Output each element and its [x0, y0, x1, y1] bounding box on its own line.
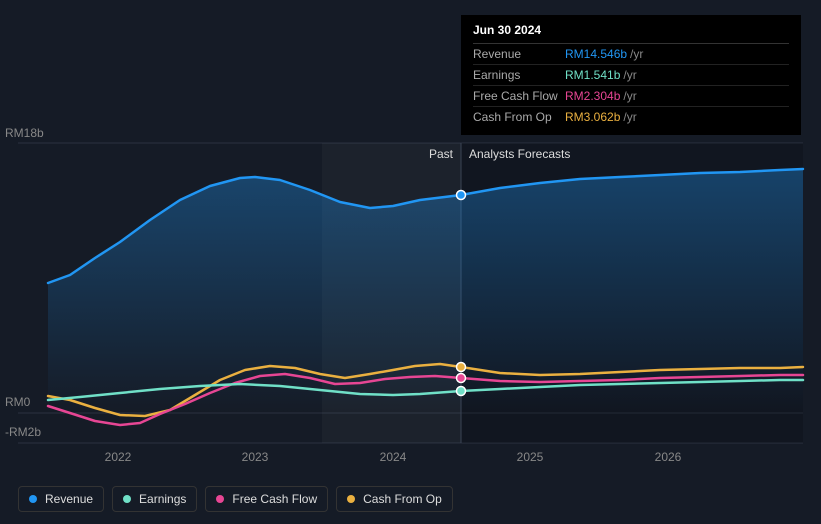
y-axis-label: -RM2b — [5, 425, 41, 439]
tooltip-row-value: RM1.541b — [565, 68, 620, 82]
legend-item-earnings[interactable]: Earnings — [112, 486, 197, 512]
tooltip-row-value: RM2.304b — [565, 89, 620, 103]
period-label-forecast: Analysts Forecasts — [469, 147, 570, 161]
tooltip-row-label: Earnings — [473, 68, 565, 82]
period-label-past: Past — [429, 147, 454, 161]
tooltip-row: Free Cash FlowRM2.304b/yr — [473, 86, 789, 107]
tooltip-row-label: Cash From Op — [473, 110, 565, 124]
tooltip-row-label: Revenue — [473, 47, 565, 61]
tooltip-row-label: Free Cash Flow — [473, 89, 565, 103]
tooltip-date: Jun 30 2024 — [473, 23, 789, 44]
y-axis-label: RM0 — [5, 395, 30, 409]
x-axis-label: 2023 — [242, 450, 269, 464]
tooltip-row: RevenueRM14.546b/yr — [473, 44, 789, 65]
x-axis-label: 2024 — [380, 450, 407, 464]
tooltip-row-value: RM3.062b — [565, 110, 620, 124]
y-axis-label: RM18b — [5, 126, 44, 140]
legend-dot-icon — [29, 495, 37, 503]
x-axis-label: 2026 — [655, 450, 682, 464]
tooltip-row: EarningsRM1.541b/yr — [473, 65, 789, 86]
legend-label: Free Cash Flow — [232, 492, 317, 506]
x-axis-label: 2022 — [105, 450, 132, 464]
legend-label: Revenue — [45, 492, 93, 506]
legend-item-revenue[interactable]: Revenue — [18, 486, 104, 512]
tooltip-row-unit: /yr — [623, 110, 636, 124]
chart-legend: Revenue Earnings Free Cash Flow Cash From O… — [18, 486, 453, 512]
legend-item-cash-from-op[interactable]: Cash From Op — [336, 486, 453, 512]
legend-dot-icon — [123, 495, 131, 503]
chart-tooltip: Jun 30 2024 RevenueRM14.546b/yrEarningsR… — [461, 15, 801, 135]
legend-dot-icon — [347, 495, 355, 503]
legend-item-free-cash-flow[interactable]: Free Cash Flow — [205, 486, 328, 512]
legend-label: Cash From Op — [363, 492, 442, 506]
tooltip-row-unit: /yr — [623, 68, 636, 82]
tooltip-row-value: RM14.546b — [565, 47, 627, 61]
tooltip-row-unit: /yr — [630, 47, 643, 61]
tooltip-row: Cash From OpRM3.062b/yr — [473, 107, 789, 127]
tooltip-row-unit: /yr — [623, 89, 636, 103]
legend-label: Earnings — [139, 492, 186, 506]
x-axis-label: 2025 — [517, 450, 544, 464]
legend-dot-icon — [216, 495, 224, 503]
